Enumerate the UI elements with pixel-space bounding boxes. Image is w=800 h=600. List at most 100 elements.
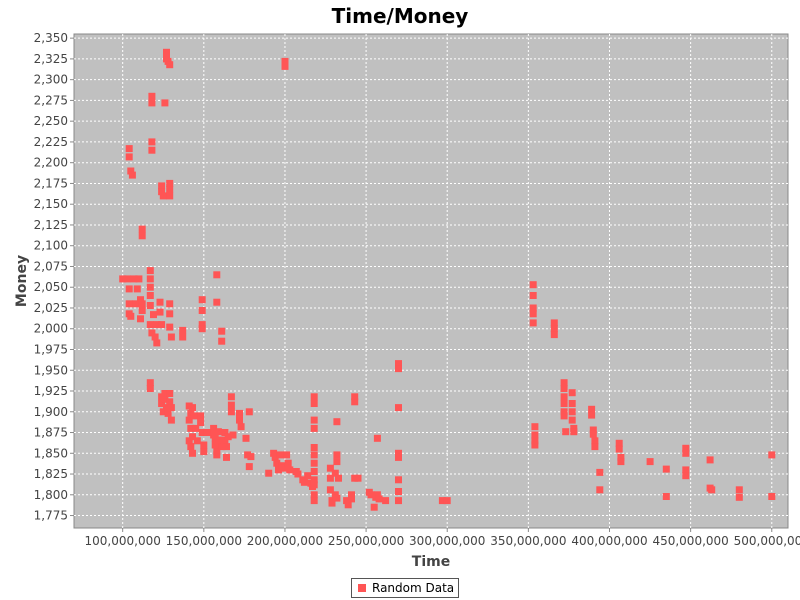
data-point [156,298,164,306]
y-tick-label: 1,775 [34,509,68,523]
data-point [395,449,402,457]
data-point [326,486,334,494]
data-point [310,416,318,424]
data-point [310,424,318,432]
y-tick-label: 2,050 [34,280,68,294]
data-point [373,434,381,442]
data-point [568,389,576,397]
data-marks-layer [119,48,776,511]
data-point [531,437,539,445]
data-point [395,365,402,373]
data-point [370,503,378,511]
data-point [550,319,558,327]
data-point [284,459,292,467]
y-tick-label: 2,025 [34,301,68,315]
data-point [348,491,355,499]
data-point [200,441,208,449]
data-point [125,300,133,308]
data-point [596,486,604,494]
data-point [279,464,287,472]
data-point [310,491,318,499]
data-point [189,449,196,457]
data-point [161,99,169,107]
data-point [189,404,196,412]
data-point [348,495,355,503]
x-tick-label: 200,000,000 [247,534,323,548]
data-point [395,488,402,495]
data-point [328,499,336,507]
data-point [326,474,334,482]
data-point [237,423,245,431]
data-point [200,448,208,456]
data-point [197,412,205,420]
y-tick-label: 2,250 [34,114,68,128]
data-point [185,437,193,445]
data-point [227,393,235,401]
data-point [223,453,230,461]
axis-layer: 100,000,000 150,000,000 200,000,000 250,000… [34,31,800,548]
data-point [310,459,318,467]
data-point [198,307,206,314]
y-tick-label: 2,075 [34,259,68,273]
data-point [768,451,776,459]
data-point [560,408,568,416]
data-point [213,271,221,279]
data-point [166,323,174,331]
data-point [125,145,133,153]
data-point [213,298,221,306]
data-point [125,153,133,161]
data-point [589,430,597,438]
data-point [271,453,279,461]
data-point [210,424,218,432]
data-point [273,459,281,467]
data-point [138,225,146,233]
data-point [570,428,578,436]
data-point [185,416,193,424]
data-point [125,285,133,293]
data-point [189,433,196,441]
data-point [560,385,568,392]
data-point [310,393,318,401]
data-point [221,429,229,436]
data-point [351,393,359,401]
data-point [275,466,282,474]
data-point [192,424,200,432]
data-point [236,409,243,417]
data-point [646,458,654,466]
data-point [127,167,135,175]
data-point [331,469,339,477]
x-tick-label: 450,000,000 [652,534,728,548]
data-point [596,468,604,476]
data-point [146,283,154,291]
data-point [588,411,596,419]
data-point [333,458,341,466]
data-point [146,379,154,387]
data-point [128,171,136,179]
data-point [560,412,568,420]
data-point [354,474,362,482]
data-point [560,379,568,387]
data-point [216,436,224,444]
data-point [310,497,318,505]
data-point [227,401,235,409]
data-point [443,497,451,505]
data-point [245,463,253,471]
y-tick-label: 2,275 [34,93,68,107]
data-point [198,296,206,304]
data-point [617,458,625,466]
data-point [735,486,743,494]
data-point [159,408,167,416]
data-point [351,398,359,406]
data-point [283,451,291,459]
data-point [617,453,625,461]
data-point [161,390,169,397]
chart-title: Time/Money [331,4,469,28]
data-point [223,443,230,451]
data-point [130,275,138,283]
data-point [150,311,157,319]
data-point [531,441,539,449]
data-point [179,333,187,341]
data-point [148,92,156,100]
data-point [242,434,250,442]
